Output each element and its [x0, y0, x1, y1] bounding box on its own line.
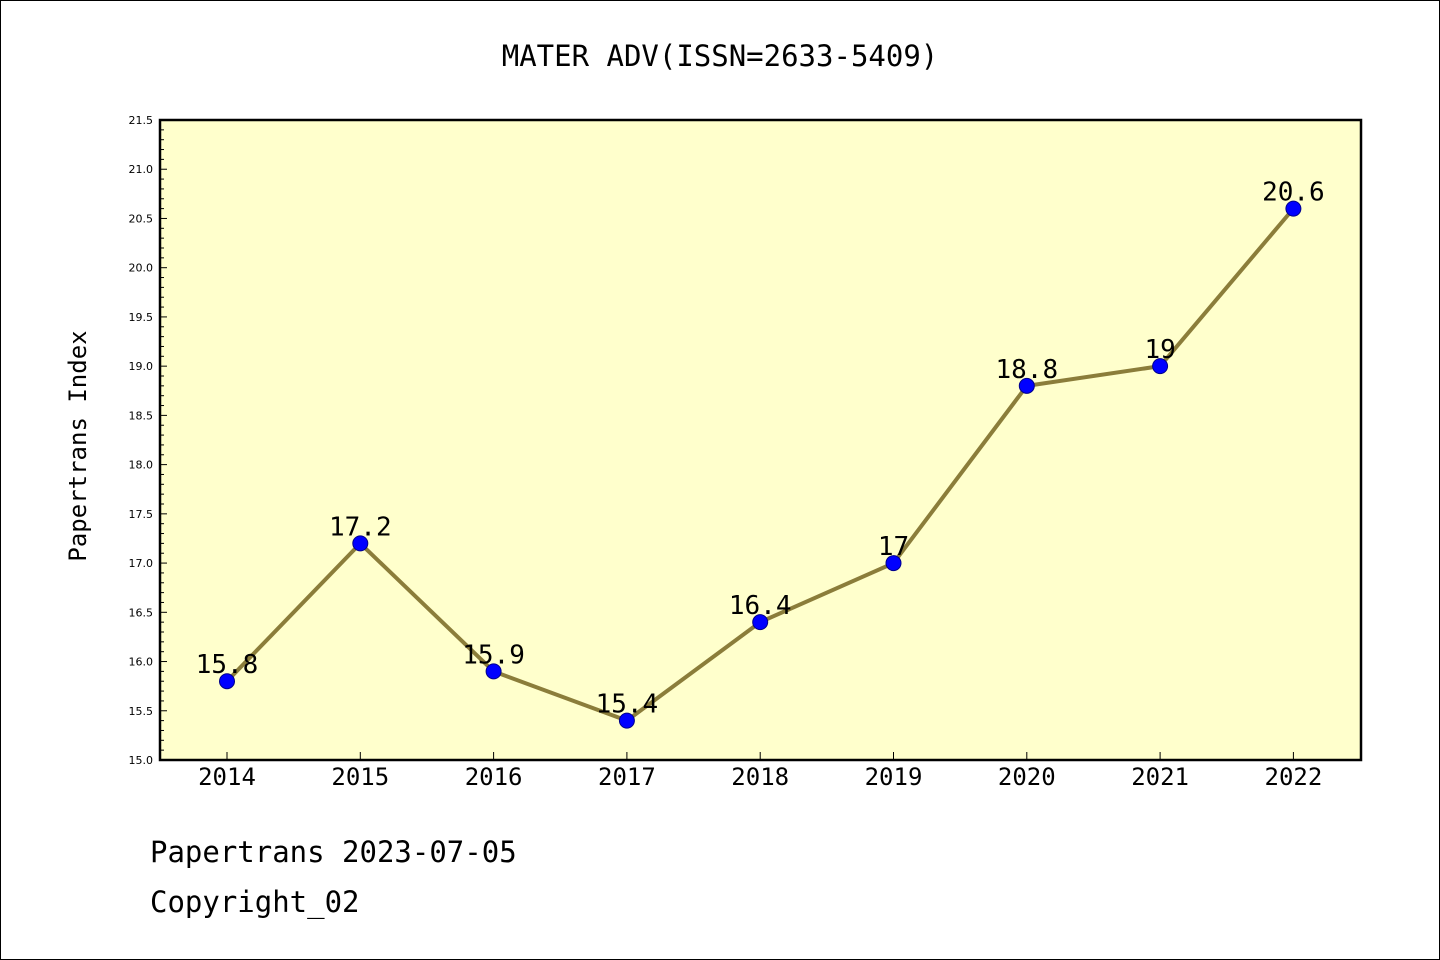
data-label: 19 — [1144, 335, 1175, 365]
data-label: 17 — [878, 532, 909, 562]
data-point — [885, 555, 902, 572]
x-tick-label: 2019 — [865, 763, 923, 791]
data-label: 18.8 — [995, 355, 1058, 385]
data-label: 20.6 — [1262, 178, 1325, 208]
y-tick-label: 15.5 — [129, 705, 154, 718]
data-point — [1152, 358, 1169, 375]
y-tick-label: 21.0 — [129, 163, 154, 176]
data-label: 15.8 — [196, 650, 259, 680]
data-point — [485, 663, 502, 680]
x-axis: 2014 2015 2016 2017 2018 2019 2020 2021 2022 — [198, 752, 1322, 791]
data-label: 16.4 — [729, 591, 792, 621]
data-point — [1285, 200, 1302, 217]
x-tick-label: 2017 — [598, 763, 656, 791]
y-tick-label: 15.0 — [129, 754, 154, 767]
data-point — [1018, 377, 1035, 394]
data-point — [752, 614, 769, 631]
x-tick-label: 2022 — [1265, 763, 1323, 791]
y-tick-label: 18.0 — [129, 459, 154, 472]
y-axis-label: Papertrans Index — [64, 330, 92, 561]
data-point — [618, 712, 635, 729]
y-tick-label: 17.5 — [129, 508, 154, 521]
plot-area — [160, 120, 1361, 760]
footer-copyright: Copyright_02 — [150, 885, 360, 919]
series-layer: 15.8 17.2 15.9 15.4 16.4 17 18.8 19 20.6 — [196, 178, 1325, 729]
y-tick-label: 19.5 — [129, 311, 154, 324]
plot-border — [158, 118, 1363, 762]
data-label: 17.2 — [329, 512, 392, 542]
y-tick-label: 20.0 — [129, 262, 154, 275]
y-axis: 15.0 15.5 16.0 16.5 17.0 17.5 18.0 18.5 19.0 19.5… — [129, 114, 167, 767]
y-tick-label: 16.5 — [129, 606, 154, 619]
x-tick-label: 2016 — [465, 763, 523, 791]
y-tick-label: 20.5 — [129, 212, 154, 225]
y-tick-label: 18.5 — [129, 409, 154, 422]
data-point — [219, 673, 235, 690]
x-tick-label: 2021 — [1131, 763, 1189, 791]
chart-title: MATER ADV(ISSN=2633-5409) — [502, 39, 939, 73]
x-tick-label: 2020 — [998, 763, 1056, 791]
x-tick-label: 2015 — [331, 763, 389, 791]
y-tick-label: 17.0 — [129, 557, 154, 570]
data-point — [352, 535, 369, 552]
data-label: 15.9 — [462, 640, 525, 670]
x-tick-label: 2014 — [198, 763, 256, 791]
x-tick-label: 2018 — [731, 763, 789, 791]
data-label: 15.4 — [596, 690, 659, 720]
y-tick-label: 21.5 — [129, 114, 154, 127]
y-tick-label: 19.0 — [129, 360, 154, 373]
footer-date: Papertrans 2023-07-05 — [150, 835, 517, 869]
y-tick-label: 16.0 — [129, 656, 154, 669]
